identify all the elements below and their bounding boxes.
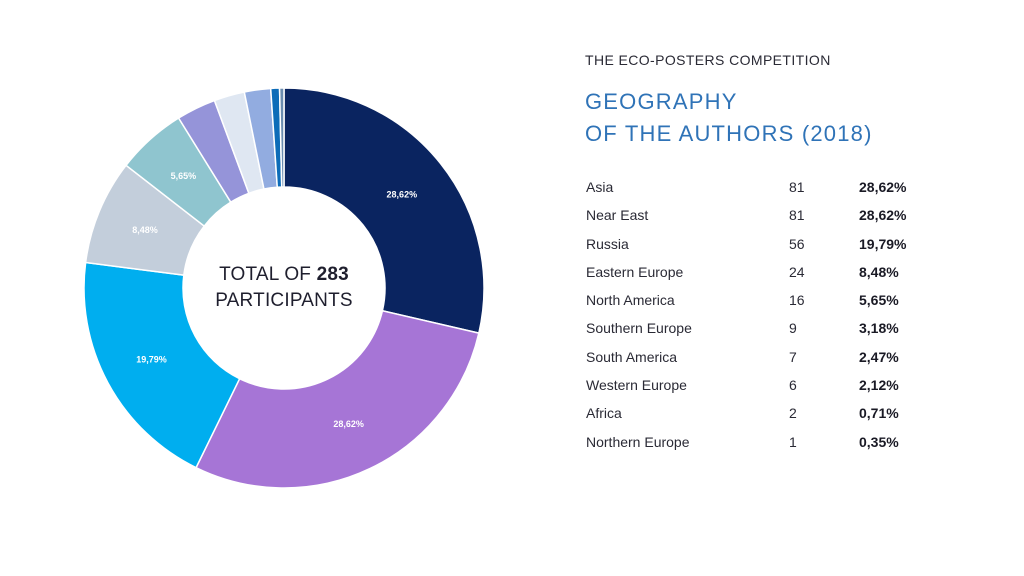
table-row: Africa 2 0,71%: [586, 402, 926, 430]
region-name: South America: [586, 348, 678, 365]
table-row: North America 16 5,65%: [586, 289, 926, 317]
table-row: Southern Europe 9 3,18%: [586, 317, 926, 345]
participant-percent: 28,62%: [859, 207, 907, 224]
region-name: Russia: [586, 235, 629, 252]
title-line-1: GEOGRAPHY: [585, 89, 738, 114]
title-line-2: OF THE AUTHORS (2018): [585, 121, 873, 146]
slice-label-russia: 19,79%: [136, 354, 167, 364]
table-row: Asia 81 28,62%: [586, 176, 926, 204]
participant-percent: 28,62%: [859, 179, 907, 195]
slice-near-east: [195, 309, 480, 489]
page-title: GEOGRAPHY OF THE AUTHORS (2018): [585, 86, 873, 150]
region-name: Near East: [586, 207, 649, 224]
participant-percent: 19,79%: [859, 235, 907, 252]
geography-table: Asia 81 28,62% Near East 81 28,62% Russi…: [586, 176, 926, 459]
participant-count: 2: [789, 405, 797, 422]
slice-russia: [83, 261, 241, 469]
slice-asia: [283, 87, 485, 335]
region-name: Southern Europe: [586, 320, 692, 337]
participant-count: 56: [789, 235, 805, 252]
participant-percent: 8,48%: [859, 263, 899, 280]
participant-percent: 0,71%: [859, 405, 899, 422]
participant-count: 1: [789, 433, 797, 450]
region-name: Eastern Europe: [586, 263, 684, 280]
region-name: Northern Europe: [586, 433, 690, 450]
slice-label-eastern-europe: 8,48%: [132, 225, 158, 235]
slice-label-near-east: 28,62%: [333, 419, 364, 429]
region-name: Asia: [586, 179, 614, 195]
slice-label-north-america: 5,65%: [171, 171, 197, 181]
participant-count: 7: [789, 348, 797, 365]
participant-count: 81: [789, 179, 805, 195]
table-row: Northern Europe 1 0,35%: [586, 431, 926, 459]
table-row: Near East 81 28,62%: [586, 204, 926, 232]
total-participants-label: TOTAL OF 283 PARTICIPANTS: [184, 262, 384, 314]
table-row: South America 7 2,47%: [586, 346, 926, 374]
table-row: Western Europe 6 2,12%: [586, 374, 926, 402]
region-name: Africa: [586, 405, 622, 422]
participant-count: 24: [789, 263, 805, 280]
total-value: 283: [316, 264, 349, 285]
participant-count: 16: [789, 292, 805, 309]
participant-percent: 2,47%: [859, 348, 899, 365]
total-suffix: PARTICIPANTS: [215, 290, 353, 311]
total-prefix: TOTAL OF: [219, 264, 312, 285]
participant-percent: 5,65%: [859, 292, 899, 309]
participant-percent: 3,18%: [859, 320, 899, 337]
participant-count: 9: [789, 320, 797, 337]
table-row: Russia 56 19,79%: [586, 233, 926, 261]
participant-count: 6: [789, 377, 797, 394]
participant-percent: 2,12%: [859, 377, 899, 394]
participant-percent: 0,35%: [859, 433, 899, 450]
region-name: North America: [586, 292, 675, 309]
slice-label-asia: 28,62%: [387, 189, 418, 199]
participant-count: 81: [789, 207, 805, 224]
table-row: Eastern Europe 24 8,48%: [586, 261, 926, 289]
region-name: Western Europe: [586, 377, 687, 394]
eyebrow-heading: THE ECO-POSTERS COMPETITION: [585, 52, 831, 68]
donut-chart: 28,62% 28,62% 19,79% 8,48% 5,65%: [83, 87, 485, 489]
slice-northern-europe: [278, 87, 285, 188]
